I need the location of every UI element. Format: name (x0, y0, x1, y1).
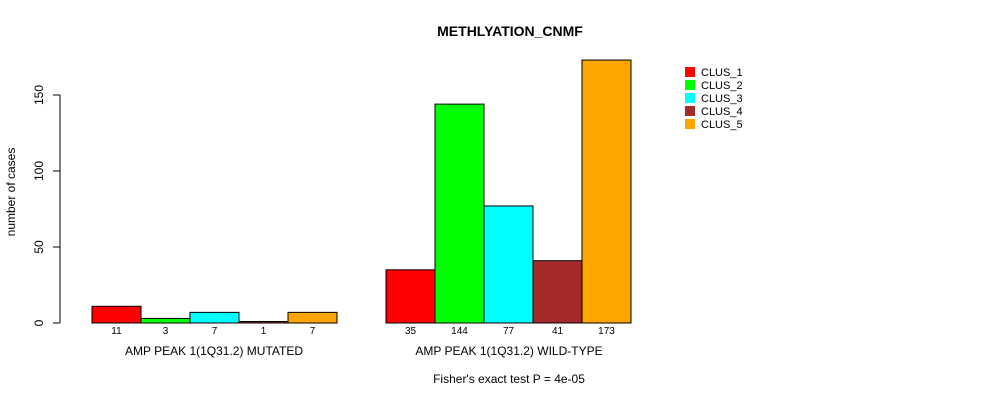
bar-value-label: 173 (598, 326, 615, 337)
y-tick-label-150: 150 (32, 85, 46, 105)
legend-label-clus_5: CLUS_5 (701, 119, 743, 131)
legend-label-clus_1: CLUS_1 (701, 67, 743, 79)
legend-label-clus_4: CLUS_4 (701, 106, 743, 118)
group-label-wild-type: AMP PEAK 1(1Q31.2) WILD-TYPE (415, 344, 602, 358)
bar-value-label: 7 (212, 326, 218, 337)
bar-value-label: 7 (310, 326, 316, 337)
bar-clus_1-mutated (91, 305, 142, 324)
bar-clus_5-mutated (287, 311, 338, 324)
chart-title: METHLYATION_CNMF (437, 23, 583, 39)
bar-value-label: 41 (552, 326, 564, 337)
y-axis: 0 50 100 150 (32, 85, 61, 326)
legend-swatch-clus_2 (685, 80, 695, 90)
bar-clus_3-wild-type (483, 205, 534, 324)
bar-clus_1-wild-type (385, 269, 436, 324)
bar-value-label: 1 (261, 326, 267, 337)
bar-clus_4-mutated (238, 320, 289, 324)
bar-value-label: 3 (163, 326, 169, 337)
bar-clus_2-mutated (140, 317, 191, 324)
bar-value-labels: 11 3 7 1 7 35 144 77 41 173 (111, 326, 615, 337)
legend-swatch-clus_1 (685, 67, 695, 77)
y-tick-label-100: 100 (32, 161, 46, 181)
bars (91, 59, 632, 324)
bar-value-label: 35 (405, 326, 417, 337)
bar-clus_3-mutated (189, 311, 240, 324)
bar-clus_5-wild-type (581, 59, 632, 324)
bar-value-label: 11 (111, 326, 122, 337)
bar-value-label: 144 (451, 326, 468, 337)
legend-label-clus_3: CLUS_3 (701, 93, 743, 105)
group-label-mutated: AMP PEAK 1(1Q31.2) MUTATED (125, 344, 303, 358)
legend-swatch-clus_5 (685, 119, 695, 129)
y-tick-label-0: 0 (32, 319, 46, 326)
legend-label-clus_2: CLUS_2 (701, 80, 743, 92)
bar-clus_4-wild-type (532, 260, 583, 324)
legend-swatch-clus_3 (685, 93, 695, 103)
y-tick-label-50: 50 (32, 240, 46, 254)
footnote-pvalue: Fisher's exact test P = 4e-05 (433, 372, 585, 386)
legend-swatch-clus_4 (685, 106, 695, 116)
y-axis-label: number of cases (4, 148, 18, 237)
bar-clus_2-wild-type (434, 103, 485, 324)
bar-value-label: 77 (503, 326, 515, 337)
